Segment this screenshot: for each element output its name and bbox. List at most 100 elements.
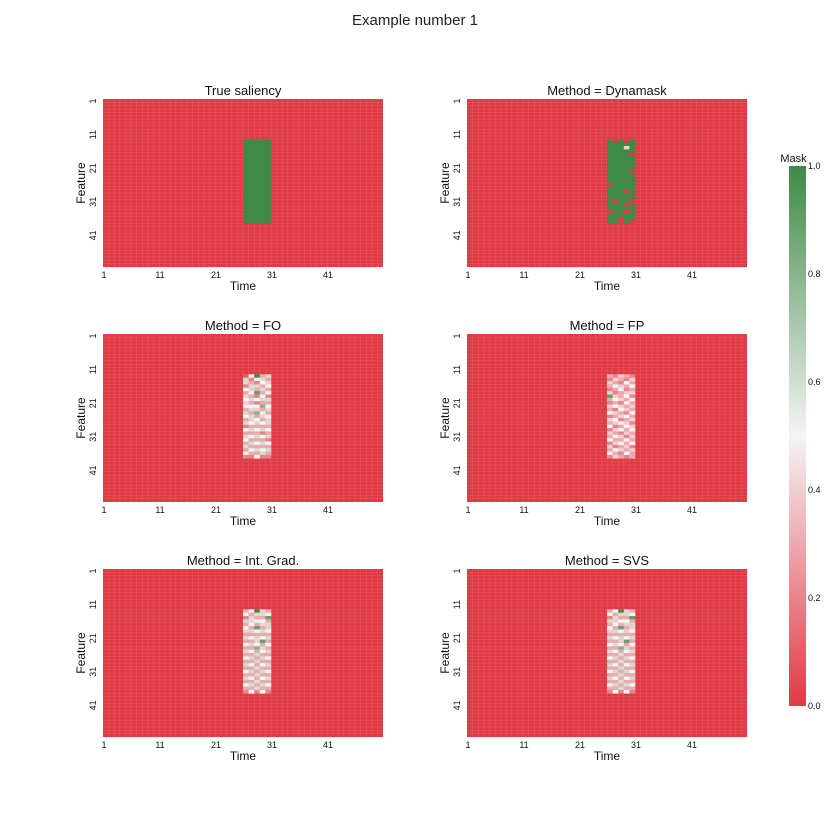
heatmap-cell [248,377,255,382]
colorbar-tick-label: 0.2 [808,593,821,603]
heatmap-cell [259,384,266,389]
heatmap-cell [243,626,249,630]
heatmap-cell [629,609,636,613]
heatmap-cell [618,183,625,187]
heatmap-cell [612,646,619,650]
heatmap-cell [248,179,255,184]
x-tick-label: 11 [155,505,164,515]
heatmap-cell [243,149,249,154]
heatmap-cell [612,414,619,419]
heatmap-cell [607,196,613,201]
x-tick-label: 21 [575,270,585,280]
heatmap-cell [265,384,272,389]
heatmap-cell [259,689,266,694]
heatmap-cell [607,189,613,194]
heatmap-cell [265,206,272,211]
heatmap-cell [618,686,625,691]
heatmap-cell [243,387,249,392]
heatmap-cell [618,626,625,630]
x-tick-label: 11 [519,740,528,750]
heatmap-cell [259,663,266,667]
heatmap-cell [618,142,625,147]
heatmap-cell [629,444,636,449]
heatmap-cell [265,669,272,674]
heatmap-cell [265,428,272,432]
heatmap-cell [607,666,613,671]
heatmap-cell [259,179,266,184]
x-tick-label: 11 [519,270,528,280]
heatmap-cell [254,454,261,459]
heatmap-cell [629,669,636,674]
heatmap-cell [618,663,625,667]
y-tick-label: 31 [88,197,98,207]
heatmap-cell [248,176,255,180]
heatmap-cell [607,149,613,154]
heatmap-cell [618,434,625,439]
heatmap-cell [623,404,630,409]
heatmap-cell [243,673,249,677]
heatmap-cell [607,203,613,207]
heatmap-cell [254,689,261,694]
heatmap-cell [607,438,613,442]
heatmap-cell [243,394,249,399]
heatmap-cell [623,438,630,442]
heatmap-cell [243,428,249,432]
heatmap-cell [265,189,272,194]
heatmap-cell [254,169,261,174]
heatmap-cell [623,626,630,630]
heatmap-cell [243,179,249,184]
heatmap-cell [248,616,255,620]
heatmap-cell [612,448,619,452]
heatmap-cell [623,152,630,157]
heatmap-cell [259,448,266,452]
heatmap-cell [607,656,613,661]
heatmap-cell [248,612,255,617]
heatmap-cell [629,146,636,150]
heatmap-cell [248,649,255,654]
heatmap-cell [259,166,266,170]
panel-title: True saliency [205,83,282,98]
heatmap-cell [618,679,625,684]
heatmap-cell [607,679,613,684]
heatmap-cell [248,676,255,681]
heatmap-cell [259,676,266,681]
heatmap-cell [623,374,630,378]
heatmap-cell [259,609,266,613]
heatmap-cell [607,626,613,630]
heatmap-cell [265,653,272,657]
heatmap-cell [623,653,630,657]
heatmap-cell [623,387,630,392]
heatmap-cell [618,401,625,405]
heatmap-cell [259,626,266,630]
heatmap-cell [623,159,630,164]
heatmap-cell [243,172,249,177]
x-tick-label: 21 [211,505,221,515]
heatmap-cell [629,673,636,677]
heatmap-cell [243,451,249,456]
heatmap-cell [612,421,619,426]
heatmap-cell [629,391,636,395]
heatmap-cell [265,146,272,150]
heatmap-cell [612,444,619,449]
heatmap-cell [254,448,261,452]
heatmap-cell [254,149,261,154]
heatmap-cell [248,428,255,432]
heatmap-cell [254,176,261,180]
heatmap-cell [248,451,255,456]
heatmap-cell [254,686,261,691]
heatmap-cell [248,384,255,389]
heatmap-cell [618,149,625,154]
heatmap-cell [618,659,625,664]
heatmap-cell [607,676,613,681]
panel-title: Method = Int. Grad. [187,553,299,568]
heatmap-cell [248,186,255,191]
heatmap-cell [618,206,625,211]
heatmap-cell [243,686,249,691]
heatmap-cell [259,377,266,382]
y-axis-label: Feature [438,632,452,674]
heatmap-cell [254,196,261,201]
heatmap-cell [629,186,636,191]
heatmap-cell [612,659,619,664]
heatmap-cell [623,401,630,405]
heatmap-cell [618,397,625,402]
